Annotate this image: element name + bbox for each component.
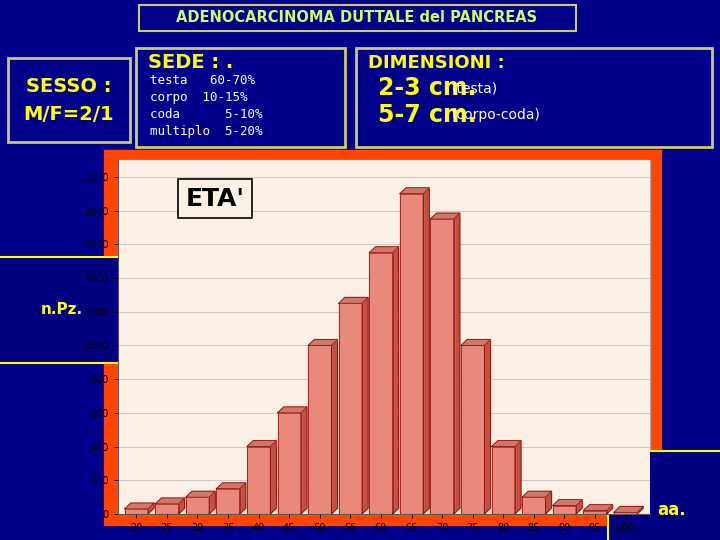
Polygon shape [278,413,301,514]
Polygon shape [461,346,485,514]
Polygon shape [431,213,460,219]
FancyBboxPatch shape [108,154,658,522]
Text: 2-3 cm.: 2-3 cm. [378,76,477,100]
Polygon shape [369,253,392,514]
Polygon shape [583,505,613,511]
Polygon shape [331,340,338,514]
Polygon shape [492,447,515,514]
Polygon shape [247,441,276,447]
Polygon shape [308,346,331,514]
Polygon shape [515,441,521,514]
Polygon shape [522,497,546,514]
Polygon shape [614,507,643,512]
Polygon shape [125,503,154,509]
Polygon shape [485,340,490,514]
Text: 5-7 cm.: 5-7 cm. [378,103,477,127]
Polygon shape [546,491,552,514]
Text: (testa): (testa) [452,81,498,95]
Polygon shape [247,447,270,514]
Text: multiplo  5-20%: multiplo 5-20% [150,125,263,138]
FancyBboxPatch shape [136,48,345,147]
Polygon shape [186,491,215,497]
Polygon shape [209,491,215,514]
Text: SESSO :
M/F=2/1: SESSO : M/F=2/1 [24,77,114,124]
Polygon shape [308,340,338,346]
Polygon shape [148,503,154,514]
Polygon shape [179,498,184,514]
Polygon shape [606,505,613,514]
Polygon shape [461,340,490,346]
Text: aa.: aa. [657,501,686,519]
Text: coda      5-10%: coda 5-10% [150,107,263,120]
Polygon shape [125,509,148,514]
Polygon shape [156,498,184,504]
Polygon shape [431,219,454,514]
Polygon shape [400,188,429,194]
Polygon shape [614,512,637,514]
Polygon shape [637,507,643,514]
FancyBboxPatch shape [8,58,130,142]
Polygon shape [217,489,240,514]
Text: ETA': ETA' [185,187,244,211]
Polygon shape [362,298,368,514]
Polygon shape [583,511,606,514]
Polygon shape [369,247,399,253]
Polygon shape [338,298,368,303]
Polygon shape [186,497,209,514]
Polygon shape [240,483,246,514]
Polygon shape [217,483,246,489]
Polygon shape [156,504,179,514]
Polygon shape [553,500,582,505]
Polygon shape [454,213,460,514]
Polygon shape [423,188,429,514]
Polygon shape [301,407,307,514]
FancyBboxPatch shape [139,5,576,31]
Polygon shape [553,505,576,514]
Polygon shape [278,407,307,413]
Text: SEDE : .: SEDE : . [148,53,233,72]
Polygon shape [492,441,521,447]
Text: corpo  10-15%: corpo 10-15% [150,91,248,104]
FancyBboxPatch shape [356,48,712,147]
Polygon shape [400,194,423,514]
Polygon shape [576,500,582,514]
Text: (corpo-coda): (corpo-coda) [452,108,541,122]
Polygon shape [270,441,276,514]
FancyBboxPatch shape [118,160,650,514]
Polygon shape [338,303,362,514]
Text: ADENOCARCINOMA DUTTALE del PANCREAS: ADENOCARCINOMA DUTTALE del PANCREAS [176,10,538,25]
Text: DIMENSIONI :: DIMENSIONI : [368,54,505,72]
Polygon shape [522,491,552,497]
Polygon shape [392,247,399,514]
Text: testa   60-70%: testa 60-70% [150,73,255,86]
Text: n.Pz.: n.Pz. [41,302,83,318]
